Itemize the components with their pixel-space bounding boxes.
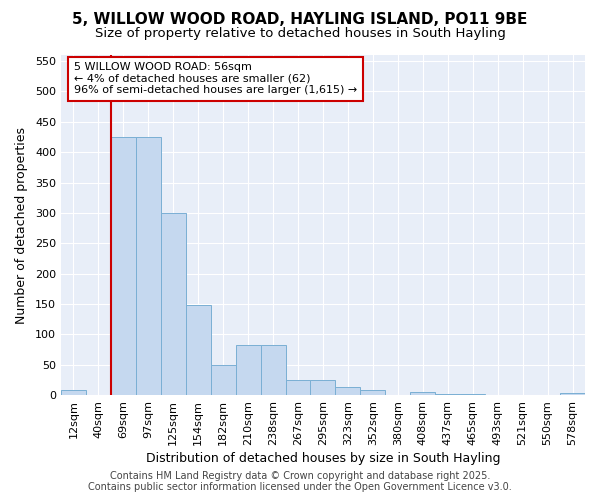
Bar [236,346,260,395]
Bar [560,394,585,395]
Bar [111,137,136,395]
Text: Size of property relative to detached houses in South Hayling: Size of property relative to detached ho… [95,28,505,40]
Text: Contains HM Land Registry data © Crown copyright and database right 2025.
Contai: Contains HM Land Registry data © Crown c… [88,471,512,492]
Bar [435,394,460,395]
Bar [460,394,485,395]
Bar [186,306,211,395]
Bar [361,390,385,395]
Bar [61,390,86,395]
Bar [310,380,335,395]
Bar [136,137,161,395]
Bar [335,388,361,395]
Bar [211,365,236,395]
Bar [161,213,186,395]
Text: 5, WILLOW WOOD ROAD, HAYLING ISLAND, PO11 9BE: 5, WILLOW WOOD ROAD, HAYLING ISLAND, PO1… [73,12,527,28]
X-axis label: Distribution of detached houses by size in South Hayling: Distribution of detached houses by size … [146,452,500,465]
Bar [410,392,435,395]
Text: 5 WILLOW WOOD ROAD: 56sqm
← 4% of detached houses are smaller (62)
96% of semi-d: 5 WILLOW WOOD ROAD: 56sqm ← 4% of detach… [74,62,357,96]
Y-axis label: Number of detached properties: Number of detached properties [15,126,28,324]
Bar [260,346,286,395]
Bar [286,380,310,395]
